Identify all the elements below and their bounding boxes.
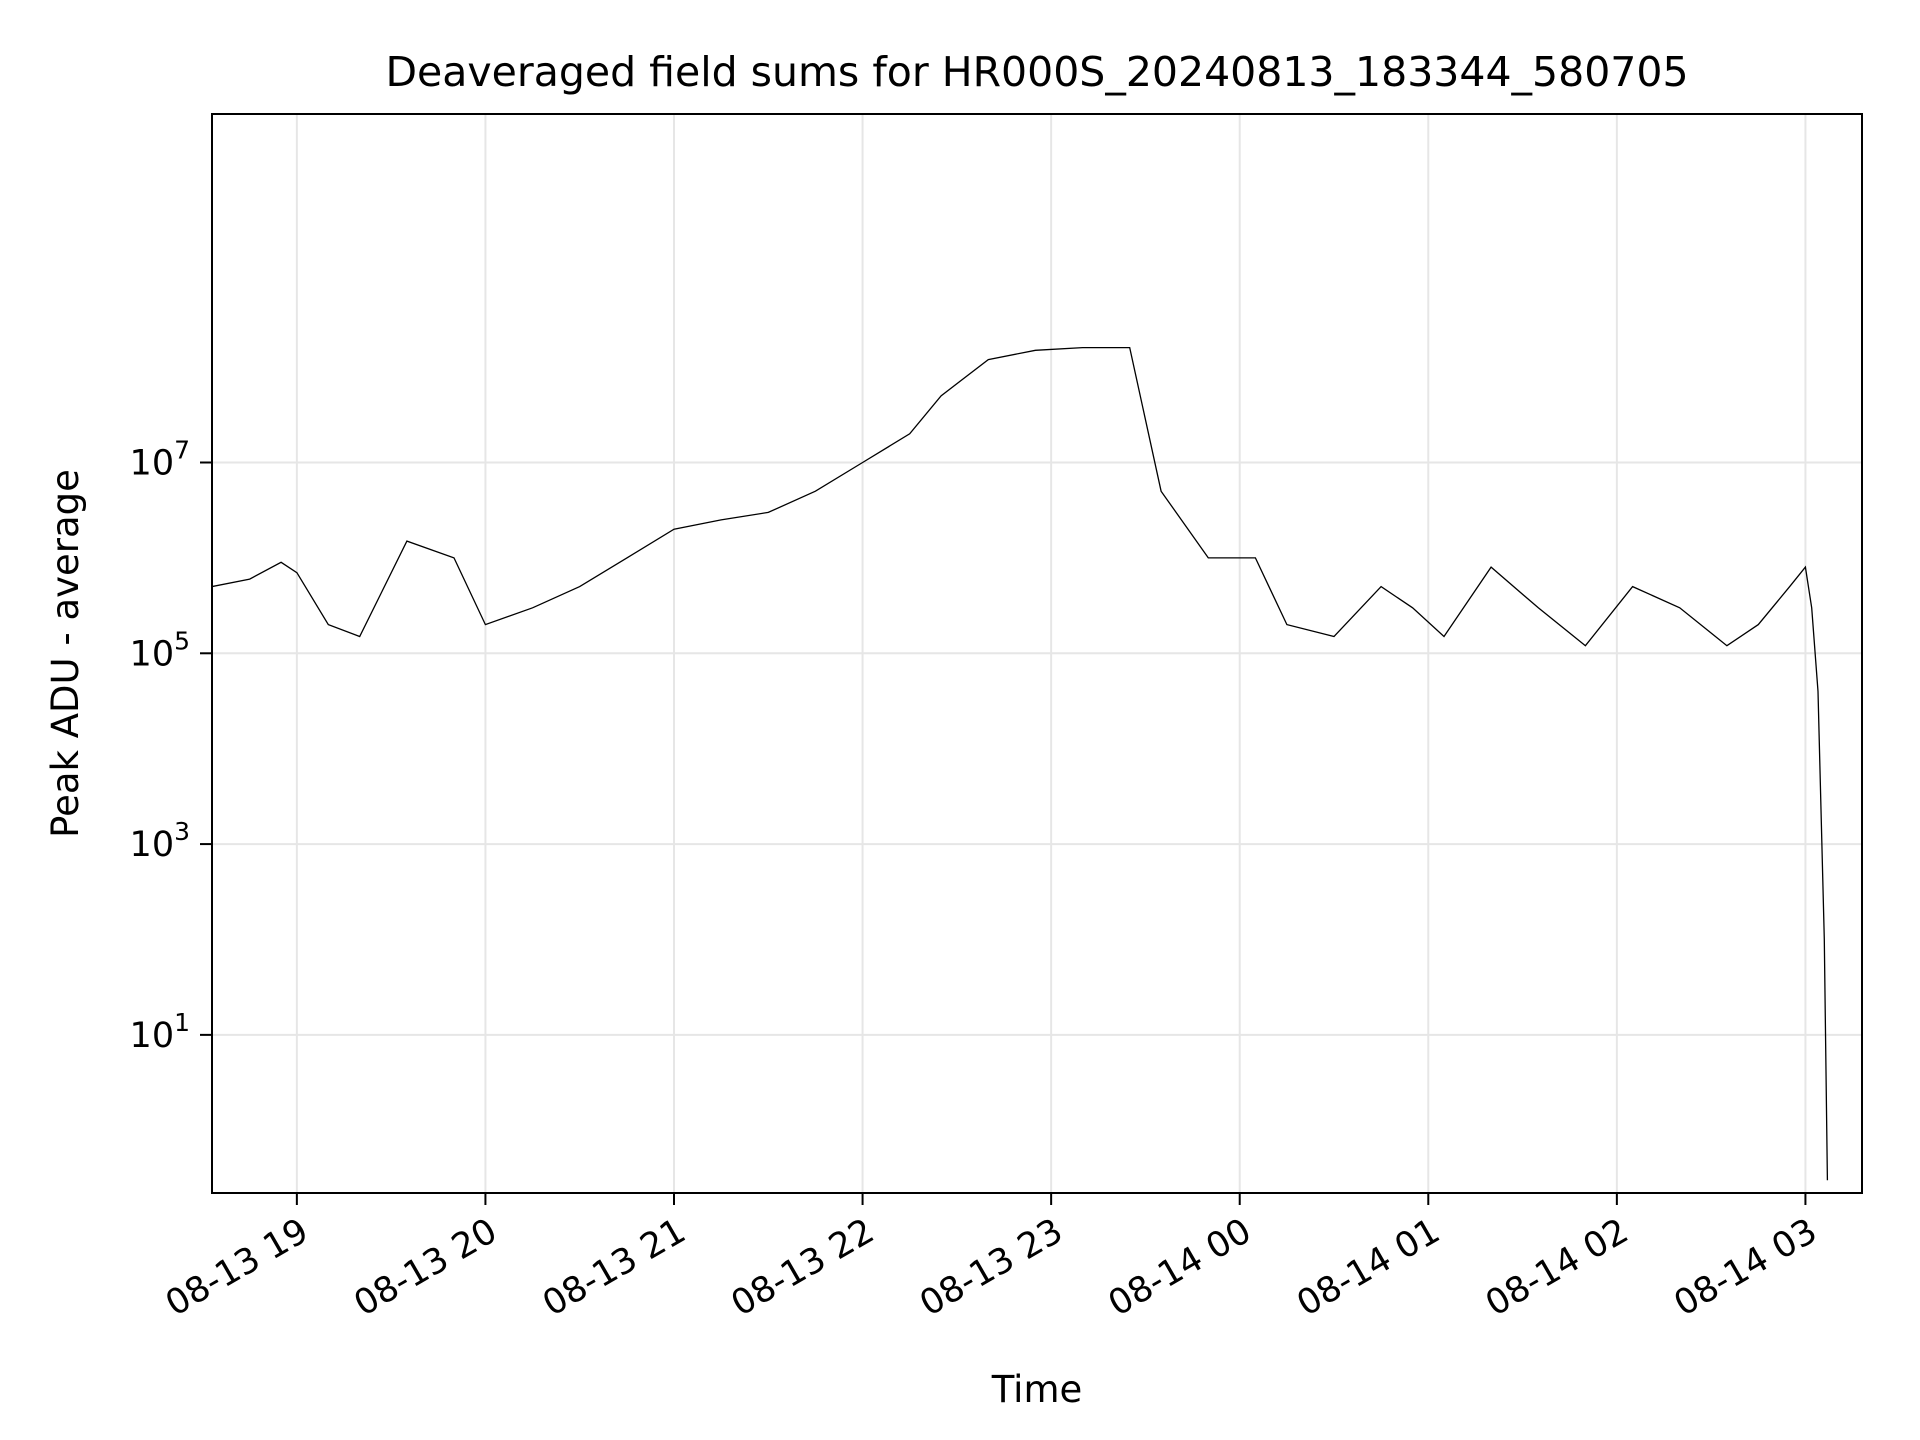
y-tick-base: 10 xyxy=(130,634,175,674)
x-tick-label: 08-13 22 xyxy=(725,1211,881,1324)
x-tick-label: 08-14 03 xyxy=(1668,1211,1824,1324)
x-tick-label: 08-13 19 xyxy=(159,1211,315,1324)
x-tick-label: 08-14 01 xyxy=(1290,1211,1446,1324)
x-tick-label: 08-14 00 xyxy=(1102,1211,1258,1324)
y-tick-label: 107 xyxy=(130,436,190,484)
x-tick-label: 08-13 23 xyxy=(913,1211,1069,1324)
y-tick-label: 103 xyxy=(130,817,190,865)
y-tick-exponent: 7 xyxy=(174,436,190,465)
y-tick-exponent: 1 xyxy=(174,1008,190,1037)
y-tick-exponent: 3 xyxy=(174,817,190,846)
x-tick-label: 08-13 21 xyxy=(536,1211,692,1324)
y-tick-base: 10 xyxy=(130,444,175,484)
y-tick-label: 105 xyxy=(130,626,190,674)
y-axis-label: Peak ADU - average xyxy=(44,469,87,838)
x-tick-label: 08-13 20 xyxy=(348,1211,504,1324)
chart-title: Deaveraged field sums for HR000S_2024081… xyxy=(385,48,1688,96)
series-line xyxy=(212,346,1829,1181)
y-tick-exponent: 5 xyxy=(174,626,190,655)
y-tick-label: 101 xyxy=(130,1008,190,1056)
y-tick-base: 10 xyxy=(130,825,175,865)
grid xyxy=(212,114,1862,1193)
x-axis-label: Time xyxy=(991,1368,1083,1411)
axis-ticks: 08-13 19 08-13 20 08-13 21 08-13 22 08-13 23… xyxy=(130,436,1824,1325)
x-tick-label: 08-14 02 xyxy=(1479,1211,1635,1324)
y-tick-base: 10 xyxy=(130,1016,175,1056)
